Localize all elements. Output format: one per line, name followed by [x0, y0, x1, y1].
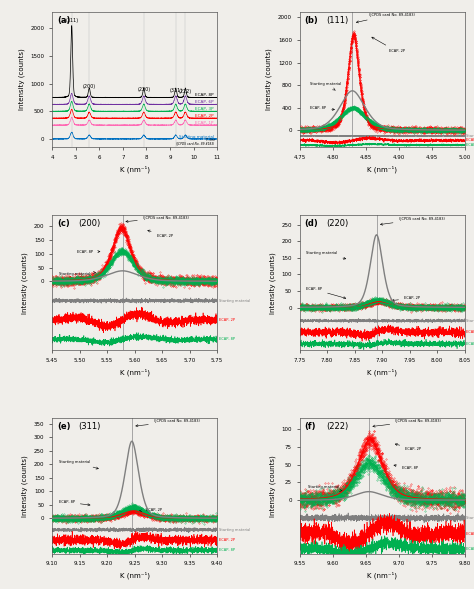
X-axis label: K (nm⁻¹): K (nm⁻¹)	[367, 166, 397, 173]
Y-axis label: Intensity (counts): Intensity (counts)	[22, 455, 28, 517]
Text: ECAP- 3P: ECAP- 3P	[195, 107, 214, 111]
Text: ECAP- 8P: ECAP- 8P	[306, 287, 346, 299]
Text: Starting material: Starting material	[308, 485, 342, 491]
Text: ECAP- 2P: ECAP- 2P	[372, 37, 405, 53]
Text: (222): (222)	[326, 422, 348, 431]
X-axis label: K (nm⁻¹): K (nm⁻¹)	[119, 166, 150, 173]
X-axis label: K (nm⁻¹): K (nm⁻¹)	[119, 369, 150, 376]
X-axis label: K (nm⁻¹): K (nm⁻¹)	[119, 572, 150, 580]
Text: ECAP- 8P: ECAP- 8P	[310, 106, 335, 111]
Text: ECAP- 2P: ECAP- 2P	[466, 330, 474, 335]
Text: (d): (d)	[304, 219, 318, 228]
Text: ECAP- 8P: ECAP- 8P	[59, 500, 90, 506]
Text: ECAP- 6P: ECAP- 6P	[195, 100, 214, 104]
Y-axis label: Intensity (counts): Intensity (counts)	[18, 49, 25, 110]
Text: (111): (111)	[65, 18, 78, 23]
Text: ECAP- 2P: ECAP- 2P	[392, 296, 420, 302]
Text: ECAP- 8P: ECAP- 8P	[466, 143, 474, 147]
Text: ECAP- 8P: ECAP- 8P	[466, 342, 474, 346]
Text: ECAP- 8P: ECAP- 8P	[466, 547, 474, 551]
Text: ECAP- 2P: ECAP- 2P	[148, 230, 173, 238]
Text: (b): (b)	[304, 16, 318, 25]
X-axis label: K (nm⁻¹): K (nm⁻¹)	[367, 369, 397, 376]
Text: ECAP- 2P: ECAP- 2P	[219, 538, 235, 542]
Text: ECAP- 2P: ECAP- 2P	[195, 114, 214, 118]
Text: (e): (e)	[57, 422, 71, 431]
Text: (311): (311)	[169, 88, 182, 92]
Text: Starting material: Starting material	[310, 82, 341, 90]
Text: (222): (222)	[179, 88, 192, 94]
Text: (f): (f)	[304, 422, 316, 431]
Text: ECAP- 2P: ECAP- 2P	[466, 138, 474, 143]
Text: Starting material: Starting material	[219, 528, 250, 532]
Y-axis label: Intensity (counts): Intensity (counts)	[266, 49, 273, 110]
Text: (220): (220)	[137, 87, 150, 92]
Text: ECAP- 8P: ECAP- 8P	[195, 93, 214, 97]
Text: T- line
(JCPDS card No. 89-4183): T- line (JCPDS card No. 89-4183)	[176, 138, 215, 146]
Text: Starting material: Starting material	[466, 134, 474, 138]
Y-axis label: Intensity (counts): Intensity (counts)	[269, 252, 276, 313]
Text: ECAP- 8P: ECAP- 8P	[77, 250, 100, 254]
Text: ECAP- 2P: ECAP- 2P	[219, 318, 235, 322]
Y-axis label: Intensity (counts): Intensity (counts)	[22, 252, 28, 313]
Text: (JCPDS card No. 89-4183): (JCPDS card No. 89-4183)	[126, 216, 189, 223]
Text: ECAP- 8P: ECAP- 8P	[219, 337, 235, 342]
Text: (JCPDS card No. 89-4183): (JCPDS card No. 89-4183)	[381, 217, 445, 225]
Text: Starting material: Starting material	[219, 299, 250, 303]
Text: ECAP- 1P: ECAP- 1P	[195, 121, 214, 125]
Y-axis label: Intensity (counts): Intensity (counts)	[269, 455, 276, 517]
Text: Starting material: Starting material	[466, 516, 474, 520]
Text: (JCPDS card No. 89-4183): (JCPDS card No. 89-4183)	[356, 12, 415, 23]
Text: (111): (111)	[326, 16, 348, 25]
Text: ECAP- 8P: ECAP- 8P	[219, 548, 235, 552]
X-axis label: K (nm⁻¹): K (nm⁻¹)	[367, 572, 397, 580]
Text: Starting material: Starting material	[466, 319, 474, 323]
Text: (200): (200)	[79, 219, 101, 228]
Text: Starting material: Starting material	[59, 272, 96, 276]
Text: Starting material: Starting material	[306, 251, 346, 259]
Text: ECAP- 8P: ECAP- 8P	[394, 465, 418, 470]
Text: ECAP- 2P: ECAP- 2P	[140, 508, 162, 512]
Text: Starting material: Starting material	[179, 134, 214, 138]
Text: (c): (c)	[57, 219, 70, 228]
Text: ECAP- 2P: ECAP- 2P	[395, 444, 421, 451]
Text: ECAP- 2P: ECAP- 2P	[466, 532, 474, 536]
Text: (JCPDS card No. 89-4183): (JCPDS card No. 89-4183)	[136, 419, 200, 427]
Text: (JCPDS card No. 89-4183): (JCPDS card No. 89-4183)	[373, 419, 441, 427]
Text: (a): (a)	[57, 16, 71, 25]
Text: (220): (220)	[326, 219, 348, 228]
Text: Starting material: Starting material	[59, 459, 99, 469]
Text: (311): (311)	[79, 422, 101, 431]
Text: (200): (200)	[82, 84, 96, 89]
